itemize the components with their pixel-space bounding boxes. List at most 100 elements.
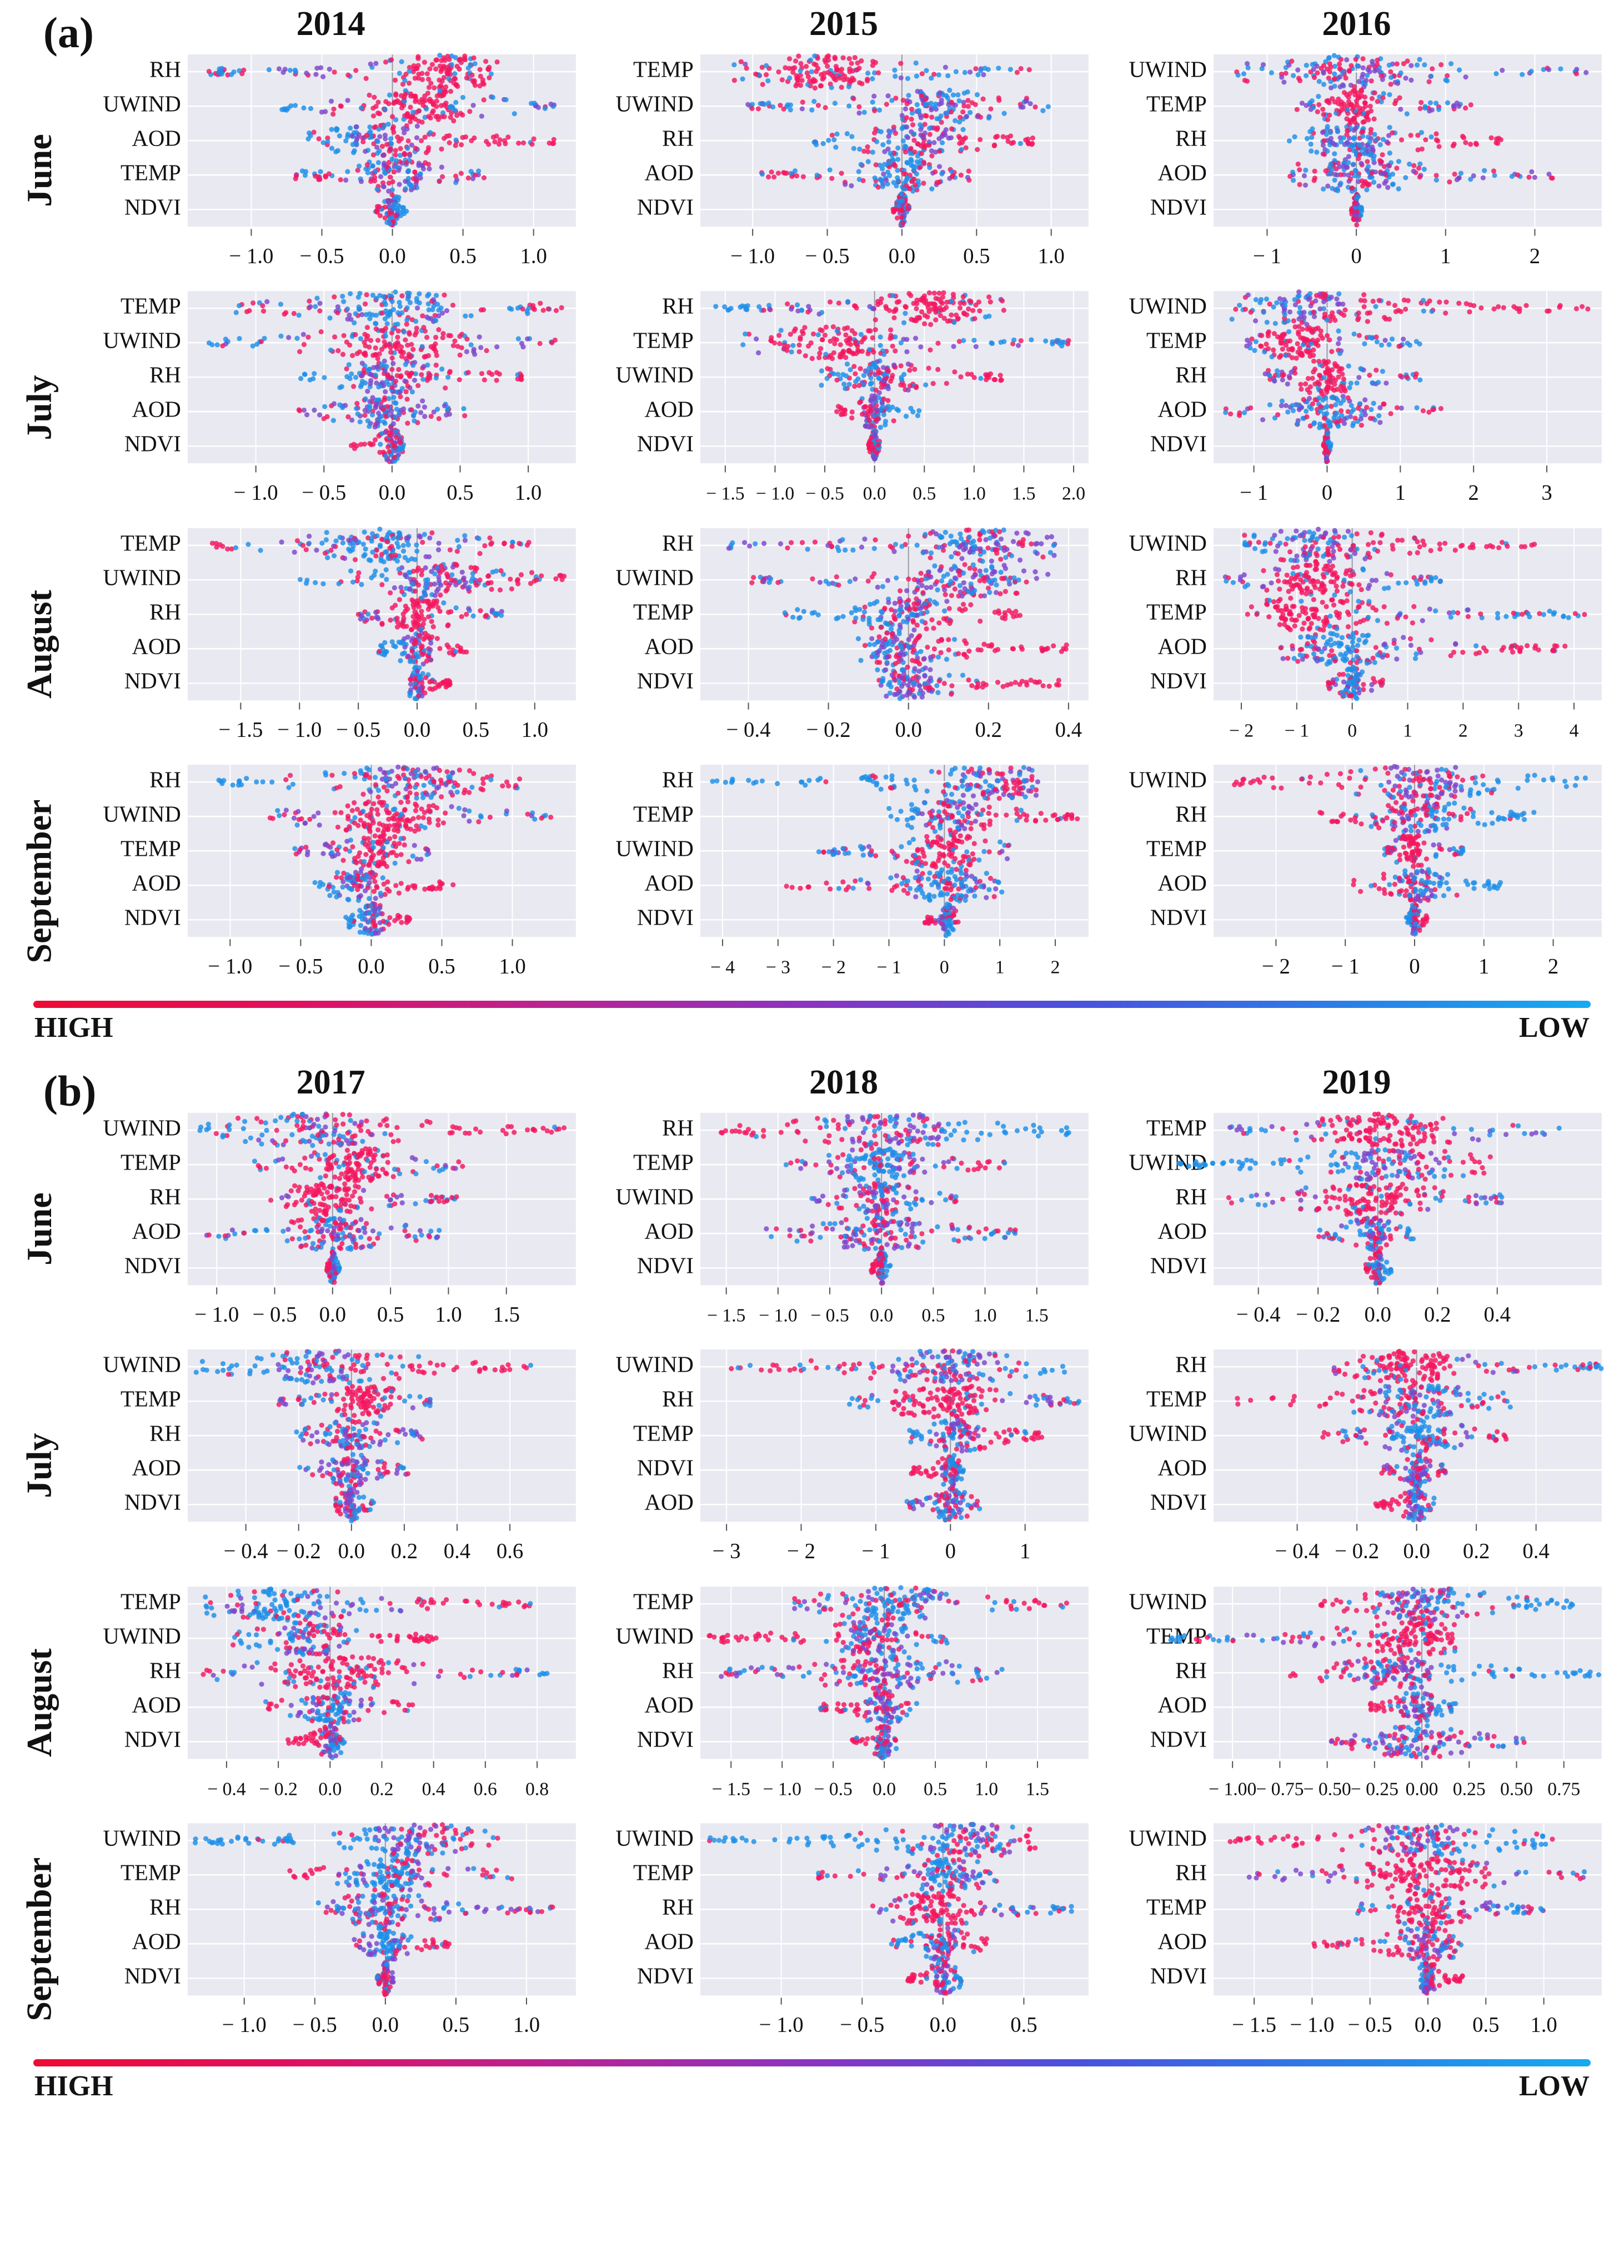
feature-label-NDVI: NDVI: [637, 1456, 694, 1481]
x-tick-label: − 0.2: [806, 717, 851, 741]
x-tick-label: 0.4: [444, 1539, 470, 1563]
feature-label-TEMP: TEMP: [121, 1860, 181, 1885]
x-tick-label: 0.5: [449, 244, 476, 268]
feature-label-UWIND: UWIND: [103, 328, 181, 353]
feature-label-AOD: AOD: [132, 634, 181, 659]
subplot-cell-2016-July: UWIND TEMP RH AOD NDVI − 1 0 1 2 3: [1100, 289, 1613, 525]
beeswarm-plot-2014-July: TEMP UWIND RH AOD NDVI − 1.0 − 0.5 0.0 0.5 1.0: [103, 289, 576, 505]
subplot-cell-2014-June: RH UWIND AOD TEMP NDVI − 1.0 − 0.5 0.0 0.5 1.0: [74, 52, 587, 289]
subplot-cell-2015-August: RH UWIND TEMP AOD NDVI − 0.4 − 0.2 0.0 0.2 0.4: [587, 526, 1100, 762]
feature-label-RH: RH: [662, 126, 694, 151]
beeswarm-plot-2017-September: UWIND TEMP RH AOD NDVI − 1.0 − 0.5 0.0 0.5 1.0: [103, 1822, 576, 2037]
feature-label-TEMP: TEMP: [633, 1150, 694, 1175]
x-tick-label: 0.5: [1011, 2013, 1037, 2037]
feature-label-AOD: AOD: [645, 871, 694, 896]
feature-label-AOD: AOD: [645, 634, 694, 659]
beeswarm-plot-2014-June: RH UWIND AOD TEMP NDVI − 1.0 − 0.5 0.0 0.5 1.0: [103, 53, 576, 268]
subplot-cell-2016-June: UWIND TEMP RH AOD NDVI − 1 0 1 2: [1100, 52, 1613, 289]
feature-label-RH: RH: [1175, 1860, 1207, 1885]
x-tick-label: 0.0: [404, 717, 430, 741]
x-tick-label: 1.0: [522, 717, 548, 741]
x-tick-label: 2: [1529, 244, 1540, 268]
beeswarm-plot-2019-September: UWIND RH TEMP AOD NDVI − 1.5 − 1.0 − 0.5 0.0 0.5 1…: [1129, 1823, 1602, 2037]
subplot-cell-2019-July: RH TEMP UWIND AOD NDVI − 0.4 − 0.2 0.0 0.2 0.4: [1100, 1347, 1613, 1584]
x-tick-label: 0.5: [377, 1302, 404, 1326]
year-title-2019: 2019: [1322, 1063, 1391, 1101]
feature-label-UWIND: UWIND: [1129, 1421, 1206, 1446]
feature-label-AOD: AOD: [1157, 397, 1206, 422]
x-tick-label: 0.5: [924, 1779, 947, 1799]
x-tick-label: − 1.0: [730, 244, 775, 268]
x-tick-label: 1.0: [963, 484, 986, 504]
subplot-cell-2016-August: UWIND RH TEMP AOD NDVI − 2 − 1 0 1 2 3 4: [1100, 526, 1613, 762]
subplot-cell-2017-June: UWIND TEMP RH AOD NDVI − 1.0 − 0.5 0.0 0.5 1.0 1.5: [74, 1111, 587, 1347]
beeswarm-plot-2014-August: TEMP UWIND RH AOD NDVI − 1.5 − 1.0 − 0.5 0.0 0.5 1…: [103, 526, 576, 741]
x-tick-label: 1.5: [1025, 1305, 1049, 1326]
feature-label-RH: RH: [1175, 565, 1207, 590]
month-label-cell: July: [4, 289, 74, 525]
feature-label-NDVI: NDVI: [1150, 1490, 1206, 1515]
feature-label-TEMP: TEMP: [633, 1860, 694, 1885]
feature-label-RH: RH: [149, 1421, 181, 1446]
beeswarm-plot-2015-July: RH TEMP UWIND AOD NDVI − 1.5 − 1.0 − 0.5 0.0 0.5 1…: [616, 290, 1089, 504]
x-tick-label: 0.0: [318, 1779, 342, 1799]
feature-label-AOD: AOD: [1157, 1456, 1206, 1481]
feature-label-RH: RH: [149, 599, 181, 624]
feature-label-NDVI: NDVI: [124, 668, 181, 693]
low-label-b: LOW: [1518, 2070, 1590, 2102]
feature-label-NDVI: NDVI: [1150, 1727, 1206, 1752]
x-tick-label: − 1.5: [706, 484, 744, 504]
x-tick-label: 1: [1440, 244, 1451, 268]
feature-label-NDVI: NDVI: [637, 668, 694, 693]
x-tick-label: − 0.4: [1275, 1539, 1319, 1563]
feature-label-NDVI: NDVI: [1150, 195, 1206, 220]
feature-label-UWIND: UWIND: [1129, 294, 1206, 319]
feature-label-UWIND: UWIND: [103, 1352, 181, 1377]
feature-label-NDVI: NDVI: [124, 1727, 181, 1752]
x-tick-label: 1.0: [520, 244, 547, 268]
feature-label-RH: RH: [149, 363, 181, 388]
feature-label-TEMP: TEMP: [121, 160, 181, 185]
high-label-a: HIGH: [34, 1011, 113, 1043]
x-tick-label: 1: [1403, 720, 1412, 741]
x-tick-label: − 0.2: [1335, 1539, 1379, 1563]
year-title-2018: 2018: [809, 1063, 878, 1101]
feature-label-NDVI: NDVI: [1150, 431, 1206, 456]
beeswarm-plot-2018-September: UWIND TEMP RH AOD NDVI − 1.0 − 0.5 0.0 0.5: [616, 1822, 1089, 2037]
subplot-cell-2015-July: RH TEMP UWIND AOD NDVI − 1.5 − 1.0 − 0.5 0.0 0.5 1…: [587, 289, 1100, 525]
x-tick-label: 0: [945, 1539, 956, 1563]
x-tick-label: 0.0: [895, 717, 922, 741]
x-tick-label: 2: [1458, 720, 1468, 741]
feature-label-TEMP: TEMP: [121, 1589, 181, 1614]
x-tick-label: 0.0: [889, 244, 915, 268]
feature-label-RH: RH: [1175, 126, 1207, 151]
feature-label-UWIND: UWIND: [103, 91, 181, 116]
x-tick-label: 0.5: [463, 717, 489, 741]
feature-label-UWIND: UWIND: [616, 363, 694, 388]
x-tick-label: − 1.0: [759, 1305, 797, 1326]
feature-label-NDVI: NDVI: [124, 1253, 181, 1278]
subplot-cell-2014-August: TEMP UWIND RH AOD NDVI − 1.5 − 1.0 − 0.5 0.0 0.5 1…: [74, 526, 587, 762]
panel-a: (a) 2014 2015 2016 June RH UWIND AOD TEMP NDVI − …: [0, 4, 1624, 1044]
x-tick-label: − 0.50: [1303, 1779, 1351, 1799]
feature-label-RH: RH: [149, 1658, 181, 1683]
beeswarm-plot-2016-June: UWIND TEMP RH AOD NDVI − 1 0 1 2: [1129, 53, 1602, 268]
x-tick-label: − 3: [713, 1539, 741, 1563]
low-label-a: LOW: [1518, 1011, 1590, 1043]
x-tick-label: − 0.5: [293, 2013, 337, 2037]
feature-label-UWIND: UWIND: [103, 802, 181, 827]
feature-label-UWIND: UWIND: [616, 91, 694, 116]
feature-label-UWIND: UWIND: [616, 565, 694, 590]
feature-label-TEMP: TEMP: [1146, 91, 1207, 116]
month-label-July: July: [19, 1433, 59, 1499]
x-tick-label: 1.0: [1530, 2013, 1557, 2037]
x-tick-label: 0.2: [1463, 1539, 1490, 1563]
x-tick-label: − 0.5: [253, 1302, 297, 1326]
x-tick-label: 0: [940, 957, 949, 978]
subplot-cell-2016-September: UWIND RH TEMP AOD NDVI − 2 − 1 0 1 2: [1100, 762, 1613, 999]
x-tick-label: − 0.5: [278, 955, 323, 979]
feature-label-NDVI: NDVI: [124, 195, 181, 220]
x-tick-label: 0.6: [474, 1779, 497, 1799]
